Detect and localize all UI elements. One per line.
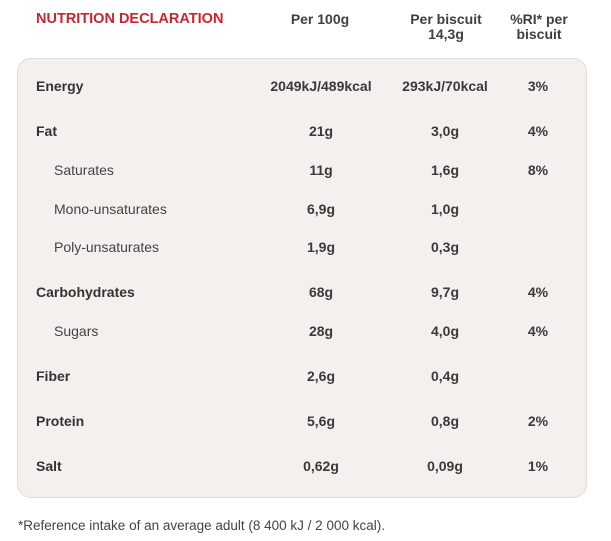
row-label: Carbohydrates <box>36 284 135 300</box>
table-row-salt: Salt 0,62g 0,09g 1% <box>0 456 611 476</box>
table-row-mono-unsaturates: Mono-unsaturates 6,9g 1,0g <box>0 199 611 219</box>
value-ri: 8% <box>527 162 549 178</box>
value-per-biscuit: 4,0g <box>430 323 459 339</box>
value-per-100g: 28g <box>308 323 334 339</box>
value-per-biscuit: 293kJ/70kcal <box>402 78 488 94</box>
table-header: NUTRITION DECLARATION Per 100g Per biscu… <box>0 0 611 58</box>
table-row-sugars: Sugars 28g 4,0g 4% <box>0 321 611 341</box>
value-per-biscuit: 0,3g <box>430 239 459 255</box>
column-header-per-biscuit-line2: 14,3g <box>428 26 464 42</box>
value-per-biscuit: 0,4g <box>430 368 459 384</box>
value-ri: 2% <box>527 413 549 429</box>
table-row-saturates: Saturates 11g 1,6g 8% <box>0 160 611 180</box>
value-ri: 4% <box>527 323 549 339</box>
value-per-100g: 21g <box>308 123 334 139</box>
table-row-carbohydrates: Carbohydrates 68g 9,7g 4% <box>0 282 611 302</box>
table-row-poly-unsaturates: Poly-unsaturates 1,9g 0,3g <box>0 237 611 257</box>
table-row-fiber: Fiber 2,6g 0,4g <box>0 366 611 386</box>
reference-intake-footnote: *Reference intake of an average adult (8… <box>18 518 385 533</box>
row-label: Saturates <box>54 162 114 178</box>
value-ri: 4% <box>527 284 549 300</box>
value-per-biscuit: 0,09g <box>427 458 463 474</box>
row-label: Sugars <box>54 323 99 339</box>
value-per-100g: 68g <box>308 284 334 300</box>
column-header-per-biscuit: Per biscuit 14,3g <box>394 12 498 42</box>
value-per-100g: 6,9g <box>306 201 335 217</box>
row-label: Poly-unsaturates <box>54 239 160 255</box>
value-per-100g: 5,6g <box>306 413 335 429</box>
row-label: Salt <box>36 458 62 474</box>
column-header-per-biscuit-line1: Per biscuit <box>410 11 482 27</box>
column-header-ri: %RI* per biscuit <box>494 12 584 42</box>
row-label: Fat <box>36 123 57 139</box>
value-per-100g: 2049kJ/489kcal <box>270 78 372 94</box>
value-per-biscuit: 1,0g <box>430 201 459 217</box>
value-per-biscuit: 1,6g <box>430 162 459 178</box>
value-per-100g: 2,6g <box>306 368 335 384</box>
column-header-ri-line1: %RI* per <box>510 11 568 27</box>
table-row-fat: Fat 21g 3,0g 4% <box>0 121 611 141</box>
value-per-100g: 0,62g <box>303 458 339 474</box>
value-per-biscuit: 9,7g <box>430 284 459 300</box>
value-ri: 1% <box>527 458 549 474</box>
value-ri: 3% <box>527 78 549 94</box>
value-per-biscuit: 3,0g <box>430 123 459 139</box>
value-per-biscuit: 0,8g <box>430 413 459 429</box>
value-per-100g: 11g <box>309 162 333 178</box>
table-row-protein: Protein 5,6g 0,8g 2% <box>0 411 611 431</box>
column-header-ri-line2: biscuit <box>516 26 562 42</box>
value-ri: 4% <box>527 123 549 139</box>
column-header-per-100g: Per 100g <box>290 11 350 27</box>
row-label: Fiber <box>36 368 71 384</box>
row-label: Energy <box>36 78 84 94</box>
row-label: Protein <box>36 413 85 429</box>
table-row-energy: Energy 2049kJ/489kcal 293kJ/70kcal 3% <box>0 76 611 96</box>
value-per-100g: 1,9g <box>306 239 335 255</box>
table-title: NUTRITION DECLARATION <box>36 11 224 27</box>
nutrition-table-panel <box>17 58 587 498</box>
row-label: Mono-unsaturates <box>54 201 167 217</box>
